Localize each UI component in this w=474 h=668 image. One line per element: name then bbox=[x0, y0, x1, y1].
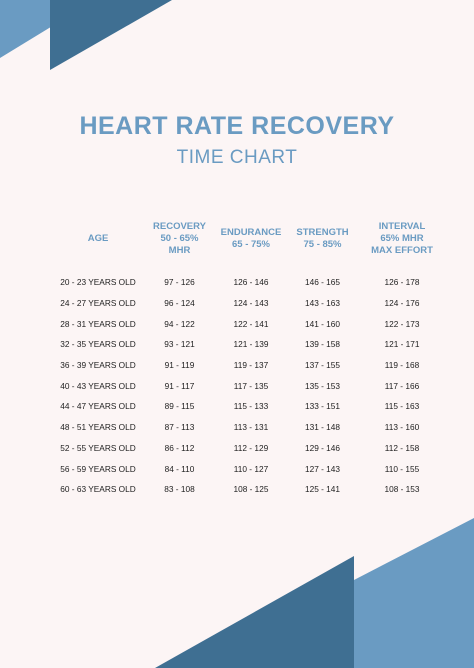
table-cell-age: 36 - 39 YEARS OLD bbox=[60, 360, 136, 371]
table-cell-recovery: 94 - 122 bbox=[164, 318, 195, 329]
table-cell-interval: 126 - 178 bbox=[384, 277, 420, 288]
table-cell-interval: 117 - 166 bbox=[384, 380, 420, 391]
table-cell-endurance: 126 - 146 bbox=[233, 277, 269, 288]
table-cell-recovery: 84 - 110 bbox=[164, 463, 195, 474]
table-row: 40 - 43 YEARS OLD 91 - 117 117 - 135 135 - … bbox=[54, 375, 444, 396]
table-row: 60 - 63 YEARS OLD 83 - 108 108 - 125 125 - … bbox=[54, 479, 444, 500]
table-cell-strength: 143 - 163 bbox=[304, 298, 341, 309]
table-cell-endurance: 121 - 139 bbox=[233, 339, 269, 350]
table-row: 32 - 35 YEARS OLD 93 - 121 121 - 139 139 - … bbox=[54, 334, 444, 355]
table-cell-strength: 141 - 160 bbox=[304, 318, 341, 329]
table-row: 56 - 59 YEARS OLD 84 - 110 110 - 127 127 - … bbox=[54, 458, 444, 479]
column-header-line: RECOVERY bbox=[153, 221, 206, 232]
column-header-line: STRENGTH bbox=[296, 227, 349, 238]
table-cell-interval: 112 - 158 bbox=[384, 442, 420, 453]
table-cell-endurance: 117 - 135 bbox=[233, 380, 269, 391]
page-title: HEART RATE RECOVERY bbox=[79, 112, 395, 140]
table-row: 20 - 23 YEARS OLD 97 - 126 126 - 146 146 - … bbox=[54, 262, 444, 293]
table-cell-endurance: 113 - 131 bbox=[233, 422, 269, 433]
table-cell-age: 48 - 51 YEARS OLD bbox=[60, 422, 136, 433]
table-cell-endurance: 122 - 141 bbox=[233, 318, 269, 329]
table-cell-strength: 125 - 141 bbox=[304, 484, 341, 495]
column-header-line: 50 - 65% bbox=[160, 233, 199, 244]
table-cell-interval: 121 - 171 bbox=[384, 339, 420, 350]
table-row: 44 - 47 YEARS OLD 89 - 115 115 - 133 133 - … bbox=[54, 396, 444, 417]
column-header-line: 65% MHR bbox=[380, 233, 424, 244]
table-cell-interval: 115 - 163 bbox=[384, 401, 420, 412]
column-header-line: 75 - 85% bbox=[303, 239, 342, 250]
table-cell-interval: 113 - 160 bbox=[384, 422, 420, 433]
table-cell-endurance: 110 - 127 bbox=[233, 463, 269, 474]
table-cell-endurance: 124 - 143 bbox=[233, 298, 269, 309]
table-cell-endurance: 119 - 137 bbox=[233, 360, 269, 371]
table-cell-strength: 139 - 158 bbox=[304, 339, 341, 350]
table-cell-recovery: 93 - 121 bbox=[164, 339, 195, 350]
table-cell-interval: 124 - 176 bbox=[384, 298, 420, 309]
table-cell-strength: 135 - 153 bbox=[304, 380, 341, 391]
table-cell-interval: 122 - 173 bbox=[384, 318, 420, 329]
table-cell-strength: 129 - 146 bbox=[304, 442, 341, 453]
table-cell-endurance: 115 - 133 bbox=[233, 401, 269, 412]
page-subtitle: TIME CHART bbox=[176, 147, 298, 168]
column-header-line: ENDURANCE bbox=[220, 227, 282, 238]
column-header-recovery: RECOVERY 50 - 65% MHR bbox=[142, 216, 217, 262]
table-cell-age: 20 - 23 YEARS OLD bbox=[60, 277, 136, 288]
table-cell-recovery: 87 - 113 bbox=[164, 422, 195, 433]
column-header-line: AGE bbox=[87, 233, 109, 244]
column-header-endurance: ENDURANCE 65 - 75% bbox=[217, 216, 285, 262]
column-header-strength: STRENGTH 75 - 85% bbox=[285, 216, 360, 262]
bottom-right-light-shape bbox=[354, 518, 474, 668]
column-header-line: MHR bbox=[168, 245, 191, 256]
table-cell-age: 44 - 47 YEARS OLD bbox=[60, 401, 136, 412]
table-row: 24 - 27 YEARS OLD 96 - 124 124 - 143 143 - … bbox=[54, 293, 444, 314]
table-cell-age: 60 - 63 YEARS OLD bbox=[60, 484, 136, 495]
table-cell-recovery: 91 - 117 bbox=[164, 380, 195, 391]
table-cell-age: 28 - 31 YEARS OLD bbox=[60, 318, 136, 329]
column-header-interval: INTERVAL 65% MHR MAX EFFORT bbox=[360, 216, 444, 262]
table-row: 36 - 39 YEARS OLD 91 - 119 119 - 137 137 - … bbox=[54, 355, 444, 376]
table-cell-age: 32 - 35 YEARS OLD bbox=[60, 339, 136, 350]
table-cell-recovery: 86 - 112 bbox=[164, 442, 195, 453]
table-row: 52 - 55 YEARS OLD 86 - 112 112 - 129 129 - … bbox=[54, 438, 444, 459]
column-header-line: INTERVAL bbox=[378, 221, 426, 232]
bottom-right-dark-shape bbox=[155, 556, 354, 668]
table-cell-interval: 119 - 168 bbox=[384, 360, 420, 371]
top-left-dark-shape bbox=[50, 0, 172, 70]
column-header-line: MAX EFFORT bbox=[371, 245, 433, 256]
column-header-line: 65 - 75% bbox=[231, 239, 271, 250]
table-cell-endurance: 112 - 129 bbox=[233, 442, 269, 453]
table-row: 48 - 51 YEARS OLD 87 - 113 113 - 131 131 - … bbox=[54, 417, 444, 438]
table-cell-recovery: 89 - 115 bbox=[164, 401, 195, 412]
table-cell-interval: 110 - 155 bbox=[384, 463, 420, 474]
table-cell-age: 24 - 27 YEARS OLD bbox=[60, 298, 136, 309]
table-cell-endurance: 108 - 125 bbox=[233, 484, 269, 495]
table-row: 28 - 31 YEARS OLD 94 - 122 122 - 141 141 - … bbox=[54, 313, 444, 334]
table-cell-strength: 127 - 143 bbox=[304, 463, 341, 474]
table-header-row: AGE RECOVERY 50 - 65% MHR ENDURANCE 65 - 75% S… bbox=[54, 216, 444, 262]
table-cell-recovery: 83 - 108 bbox=[164, 484, 195, 495]
table-cell-recovery: 96 - 124 bbox=[164, 298, 195, 309]
table-cell-age: 52 - 55 YEARS OLD bbox=[60, 442, 136, 453]
table-cell-recovery: 91 - 119 bbox=[164, 360, 195, 371]
table-cell-strength: 131 - 148 bbox=[304, 422, 341, 433]
table-cell-age: 40 - 43 YEARS OLD bbox=[60, 380, 136, 391]
table-cell-interval: 108 - 153 bbox=[384, 484, 420, 495]
table-cell-strength: 137 - 155 bbox=[304, 360, 341, 371]
table-cell-strength: 133 - 151 bbox=[304, 401, 341, 412]
table-cell-age: 56 - 59 YEARS OLD bbox=[60, 463, 136, 474]
table-cell-recovery: 97 - 126 bbox=[164, 277, 195, 288]
table-body: 20 - 23 YEARS OLD 97 - 126 126 - 146 146 - … bbox=[54, 262, 444, 500]
heart-rate-table: AGE RECOVERY 50 - 65% MHR ENDURANCE 65 - 75% S… bbox=[54, 216, 444, 500]
table-cell-strength: 146 - 165 bbox=[304, 277, 341, 288]
column-header-age: AGE bbox=[54, 216, 142, 262]
